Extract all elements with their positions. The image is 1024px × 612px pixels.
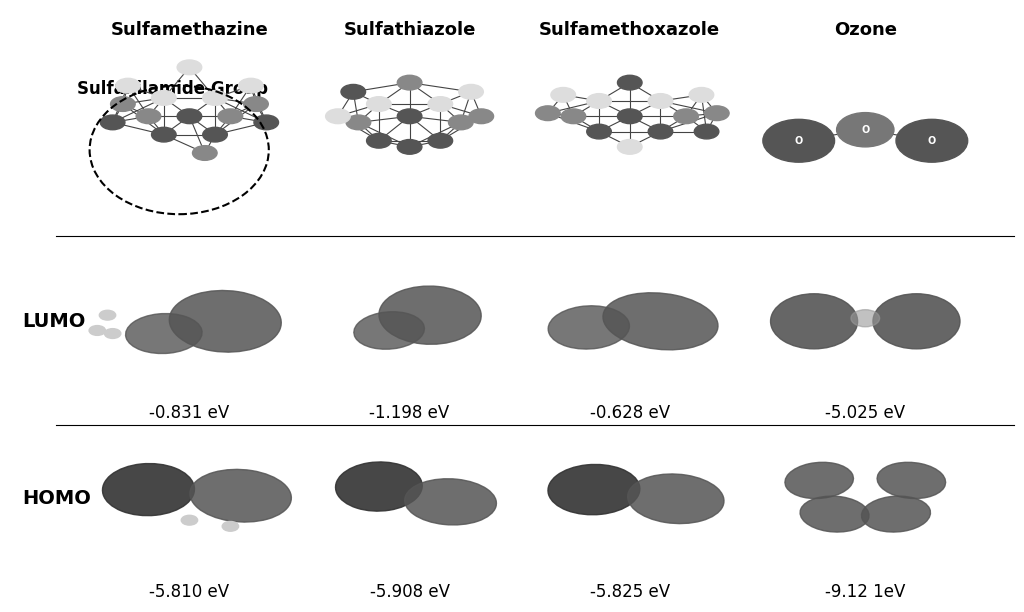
Text: LUMO: LUMO <box>23 312 86 331</box>
Text: HOMO: HOMO <box>23 489 91 509</box>
Circle shape <box>689 88 714 102</box>
Ellipse shape <box>861 496 931 532</box>
Circle shape <box>587 94 611 108</box>
Ellipse shape <box>851 310 880 327</box>
Ellipse shape <box>548 465 640 515</box>
Circle shape <box>152 127 176 142</box>
Ellipse shape <box>603 293 718 350</box>
Text: -0.831 eV: -0.831 eV <box>150 404 229 422</box>
Circle shape <box>536 106 560 121</box>
Text: Sulfamethazine: Sulfamethazine <box>111 21 268 39</box>
Circle shape <box>152 91 176 105</box>
Circle shape <box>203 91 227 105</box>
Circle shape <box>367 133 391 148</box>
Ellipse shape <box>336 462 422 511</box>
Ellipse shape <box>548 306 630 349</box>
Circle shape <box>896 119 968 162</box>
Circle shape <box>587 124 611 139</box>
Circle shape <box>837 113 894 147</box>
Circle shape <box>617 75 642 90</box>
Circle shape <box>367 97 391 111</box>
Text: -0.628 eV: -0.628 eV <box>590 404 670 422</box>
Circle shape <box>617 109 642 124</box>
Circle shape <box>428 133 453 148</box>
Circle shape <box>459 84 483 99</box>
Circle shape <box>239 78 263 93</box>
Ellipse shape <box>354 312 424 349</box>
Ellipse shape <box>800 496 869 532</box>
Circle shape <box>193 146 217 160</box>
Ellipse shape <box>379 286 481 345</box>
Text: -9.12 1eV: -9.12 1eV <box>825 583 905 602</box>
Circle shape <box>469 109 494 124</box>
Text: O: O <box>795 136 803 146</box>
Text: O: O <box>861 125 869 135</box>
Circle shape <box>100 115 125 130</box>
Circle shape <box>561 109 586 124</box>
Text: -5.025 eV: -5.025 eV <box>825 404 905 422</box>
Circle shape <box>397 109 422 124</box>
Circle shape <box>428 97 453 111</box>
Circle shape <box>104 329 121 338</box>
Ellipse shape <box>102 463 195 516</box>
Circle shape <box>89 326 105 335</box>
Circle shape <box>222 521 239 531</box>
Circle shape <box>181 515 198 525</box>
Ellipse shape <box>628 474 724 524</box>
Text: -5.810 eV: -5.810 eV <box>150 583 229 602</box>
Ellipse shape <box>189 469 292 522</box>
Circle shape <box>449 115 473 130</box>
Circle shape <box>136 109 161 124</box>
Circle shape <box>551 88 575 102</box>
Ellipse shape <box>785 462 853 499</box>
Circle shape <box>326 109 350 124</box>
Ellipse shape <box>872 294 961 349</box>
Text: -5.825 eV: -5.825 eV <box>590 583 670 602</box>
Text: Ozone: Ozone <box>834 21 897 39</box>
Circle shape <box>674 109 698 124</box>
Circle shape <box>648 94 673 108</box>
Circle shape <box>648 124 673 139</box>
Ellipse shape <box>126 313 202 354</box>
Text: Sulfathiazole: Sulfathiazole <box>343 21 476 39</box>
Ellipse shape <box>169 291 282 352</box>
Circle shape <box>397 75 422 90</box>
Text: Sulfanilamide Group: Sulfanilamide Group <box>77 80 268 98</box>
Text: -5.908 eV: -5.908 eV <box>370 583 450 602</box>
Text: Sulfamethoxazole: Sulfamethoxazole <box>540 21 720 39</box>
Text: -1.198 eV: -1.198 eV <box>370 404 450 422</box>
Circle shape <box>705 106 729 121</box>
Circle shape <box>99 310 116 320</box>
Circle shape <box>177 109 202 124</box>
Circle shape <box>341 84 366 99</box>
Ellipse shape <box>770 294 857 349</box>
Circle shape <box>617 140 642 154</box>
Text: O: O <box>928 136 936 146</box>
Circle shape <box>254 115 279 130</box>
Ellipse shape <box>404 479 497 525</box>
Circle shape <box>397 140 422 154</box>
Circle shape <box>111 97 135 111</box>
Circle shape <box>218 109 243 124</box>
Ellipse shape <box>878 462 945 499</box>
Circle shape <box>177 60 202 75</box>
Circle shape <box>694 124 719 139</box>
Circle shape <box>203 127 227 142</box>
Circle shape <box>763 119 835 162</box>
Circle shape <box>116 78 140 93</box>
Circle shape <box>346 115 371 130</box>
Circle shape <box>244 97 268 111</box>
